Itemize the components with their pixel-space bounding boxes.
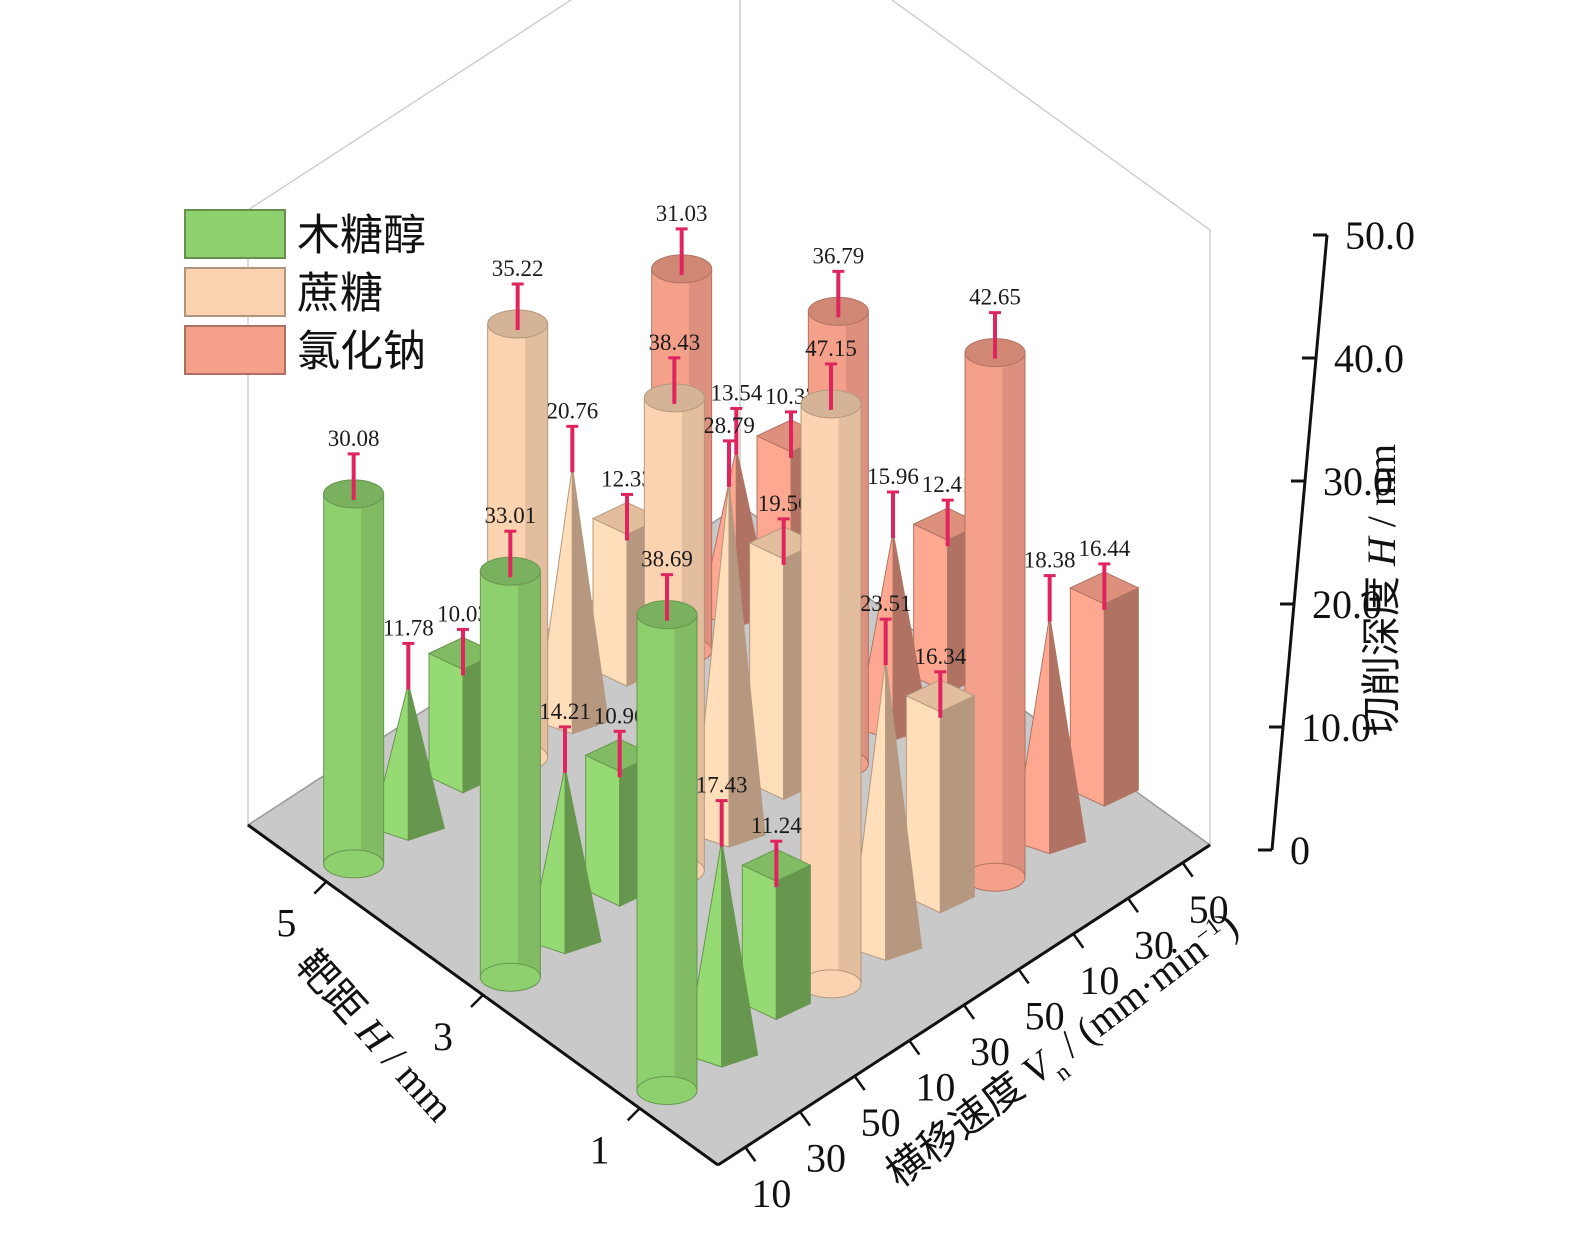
bar-face-right — [1049, 615, 1087, 855]
bar-face-right — [939, 695, 975, 914]
x-tick — [962, 1004, 976, 1020]
bar-body — [479, 570, 541, 978]
bar-body — [800, 403, 862, 985]
z-axis-title-symbol: H — [1359, 535, 1404, 567]
bar-value-label: 18.38 — [1024, 548, 1076, 573]
bar-face-right — [885, 659, 923, 962]
bar-氯化钠-16.44: 16.44 — [1069, 536, 1140, 807]
bar-value-label: 14.21 — [539, 699, 591, 724]
y-tick-label: 3 — [433, 1014, 453, 1059]
bar-value-label: 47.15 — [805, 336, 857, 361]
legend-swatch — [184, 325, 286, 375]
bar-shadow — [838, 403, 861, 984]
bar-蔗糖-47.15: 47.15 — [800, 336, 862, 999]
bar-value-label: 17.43 — [696, 773, 748, 798]
z-tick-label: 0 — [1290, 828, 1310, 873]
bar-value-label: 31.03 — [656, 201, 708, 226]
bar-shadow — [361, 493, 384, 864]
bar-face-right — [721, 840, 759, 1068]
bar-value-label: 13.54 — [710, 380, 762, 405]
y-tick — [626, 1107, 641, 1122]
bar-shadow — [517, 571, 541, 978]
bar-base — [323, 849, 385, 879]
legend-label: 蔗糖 — [297, 271, 383, 318]
bar-value-label: 33.01 — [484, 503, 536, 528]
bar-base — [479, 962, 541, 992]
x-tick-label: 10 — [1079, 958, 1119, 1003]
bar-木糖醇-30.08: 30.08 — [323, 426, 385, 879]
bar-value-label: 28.79 — [703, 413, 755, 438]
x-tick-label: 50 — [1025, 993, 1065, 1038]
y-tick — [313, 880, 328, 895]
x-tick — [1017, 968, 1030, 985]
y-tick — [470, 994, 484, 1008]
bar-value-label: 15.96 — [867, 464, 919, 489]
bar-木糖醇-33.01: 33.01 — [479, 503, 541, 992]
bar-value-label: 42.65 — [969, 285, 1021, 310]
bar-face-right — [564, 766, 602, 955]
bar-木糖醇-11.24: 11.24 — [741, 813, 812, 1021]
bar-base — [636, 1076, 698, 1106]
x-tick-label: 30 — [806, 1136, 846, 1181]
bar-face-right — [775, 864, 811, 1021]
z-axis-line — [1270, 234, 1329, 851]
bar-value-label: 30.08 — [328, 426, 380, 451]
bar-face-left — [1069, 587, 1105, 807]
bar-value-label: 20.76 — [546, 398, 598, 423]
bar-shadow — [674, 614, 697, 1091]
z-tick-label: 20.0 — [1312, 582, 1382, 627]
bar-蔗糖-16.34: 16.34 — [905, 644, 976, 914]
bar-body — [636, 614, 698, 1092]
x-tick-label: 50 — [861, 1100, 901, 1145]
bar-value-label: 36.79 — [812, 243, 864, 268]
z-tick-label: 30.0 — [1323, 459, 1393, 504]
x-tick-label: 10 — [751, 1171, 791, 1216]
bar-face-right — [407, 683, 445, 842]
bar-木糖醇-38.69: 38.69 — [636, 547, 698, 1106]
legend-swatch — [184, 209, 286, 259]
y-tick-label: 1 — [590, 1127, 610, 1172]
x-tick — [1126, 897, 1140, 914]
bar-value-label: 11.78 — [383, 615, 434, 640]
legend-label: 木糖醇 — [297, 213, 426, 260]
bar-value-label: 16.44 — [1078, 536, 1130, 561]
bar-face-left — [585, 754, 621, 907]
bar-face-right — [1103, 587, 1139, 807]
bar-face-right — [571, 466, 609, 735]
bar-shadow — [1002, 352, 1025, 878]
bar-value-label: 11.24 — [751, 813, 802, 838]
x-tick-label: 30 — [970, 1029, 1010, 1074]
x-tick-label: 50 — [1189, 887, 1229, 932]
bar-face-right — [728, 480, 766, 848]
bar-value-label: 38.43 — [648, 330, 700, 355]
x-tick — [798, 1110, 812, 1127]
z-tick-label: 50.0 — [1345, 213, 1415, 258]
bar-value-label: 35.22 — [492, 256, 544, 281]
bar-氯化钠-42.65: 42.65 — [964, 285, 1026, 892]
bar-body — [964, 352, 1026, 878]
bar-value-label: 38.69 — [641, 547, 693, 572]
axes: 0 10.0 20.0 30.0 40.0 50.0 10 30 50 10 30 50 10 30 50 1… — [247, 213, 1415, 1216]
z-axis-title-main: 切削深度 — [1359, 566, 1404, 736]
bar-body — [323, 493, 385, 865]
legend-swatch — [184, 267, 286, 317]
bar-value-label: 16.34 — [914, 644, 966, 669]
y-tick-label: 5 — [276, 901, 296, 946]
z-tick-label: 40.0 — [1334, 336, 1404, 381]
legend-label: 氯化钠 — [297, 329, 426, 376]
x-tick — [853, 1075, 866, 1091]
x-tick — [908, 1039, 921, 1056]
z-tick-label: 10.0 — [1301, 705, 1371, 750]
x-tick-label: 10 — [915, 1065, 955, 1110]
x-tick — [744, 1146, 757, 1162]
bar-face-left — [428, 652, 464, 794]
bar-value-label: 23.51 — [860, 591, 912, 616]
x-tick-label: 30 — [1134, 922, 1174, 967]
x-tick — [1181, 862, 1194, 878]
x-tick — [1072, 933, 1085, 949]
z-axis-title: 切削深度 H / mm — [1359, 444, 1404, 736]
